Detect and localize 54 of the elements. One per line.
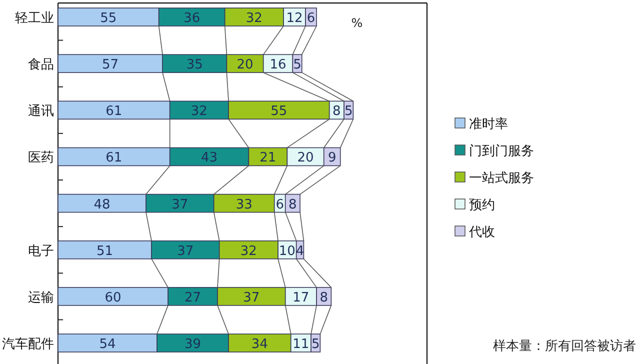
data-label: 57 — [102, 58, 119, 73]
data-label: 39 — [184, 337, 202, 352]
data-label: 61 — [106, 150, 122, 166]
data-label: 20 — [236, 58, 254, 73]
data-label: 55 — [100, 11, 117, 26]
data-label: 43 — [200, 150, 218, 166]
y-tick-label: 电子 — [28, 244, 54, 259]
data-label: 27 — [184, 290, 202, 306]
data-label: 36 — [184, 11, 200, 26]
y-tick-label: 食品 — [28, 58, 54, 73]
data-label: 8 — [288, 197, 297, 212]
data-label: 4 — [296, 244, 304, 259]
y-tick-label: 通讯 — [28, 104, 54, 120]
data-label: 32 — [190, 104, 208, 120]
data-label: 51 — [96, 244, 114, 259]
data-label: 60 — [104, 290, 122, 306]
data-label: 21 — [260, 150, 276, 166]
data-label: 5 — [344, 104, 353, 120]
data-label: 48 — [94, 197, 110, 212]
data-label: 33 — [236, 197, 252, 212]
data-label: 5 — [293, 58, 302, 73]
legend-label: 预约 — [469, 198, 495, 213]
legend-label: 代收 — [468, 225, 495, 240]
annotation: % — [351, 16, 363, 30]
data-label: 16 — [270, 58, 286, 73]
data-label: 20 — [297, 150, 314, 166]
data-label: 17 — [292, 290, 310, 306]
data-label: 6 — [276, 197, 284, 212]
data-label: 55 — [270, 104, 288, 120]
text: 样本量：所有回答被访者 — [493, 338, 636, 353]
data-label: 6 — [306, 11, 316, 26]
legend-label: 一站式服务 — [469, 171, 534, 186]
data-label: 8 — [320, 290, 328, 306]
data-label: 37 — [172, 197, 188, 212]
data-label: 34 — [251, 337, 268, 352]
data-label: 12 — [286, 11, 303, 26]
data-label: 5 — [311, 337, 320, 352]
data-label: 37 — [243, 290, 260, 306]
legend-label: 准时率 — [469, 116, 508, 132]
y-tick-label: 汽车配件 — [2, 337, 54, 352]
data-label: 61 — [106, 104, 122, 120]
data-label: 32 — [240, 244, 257, 259]
y-tick-label: 运输 — [28, 290, 54, 306]
data-label: 10 — [278, 244, 296, 259]
y-tick-label: 轻工业 — [15, 11, 54, 26]
legend-label: 门到门服务 — [469, 143, 534, 159]
data-label: 54 — [99, 337, 116, 352]
y-tick-label: 医药 — [28, 150, 54, 166]
data-label: 32 — [246, 11, 262, 26]
data-label: 8 — [332, 104, 341, 120]
data-label: 9 — [328, 150, 336, 166]
data-label: 11 — [292, 337, 310, 352]
data-label: 35 — [186, 58, 203, 73]
data-label: 37 — [177, 244, 194, 259]
